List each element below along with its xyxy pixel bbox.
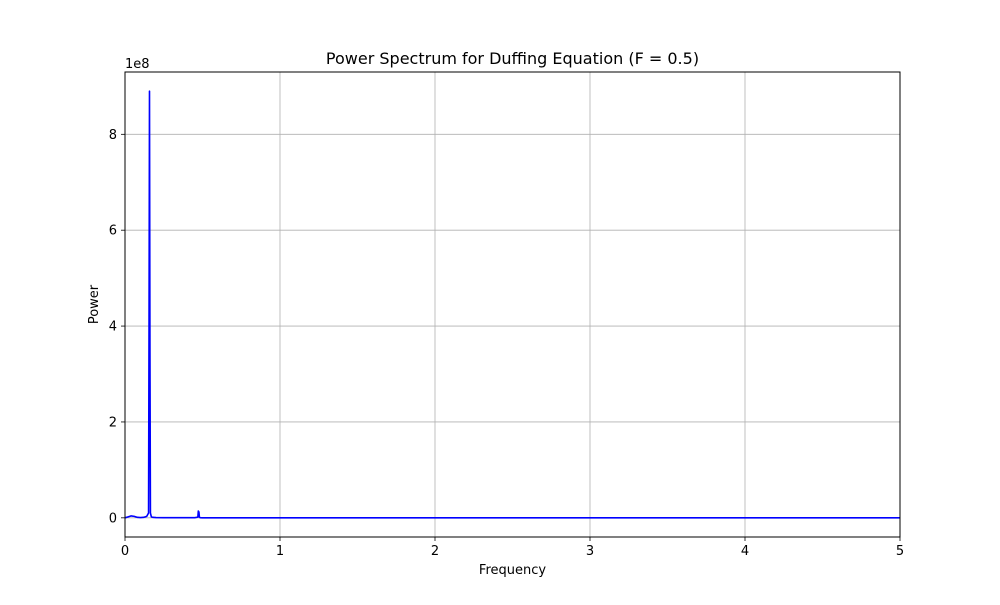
- x-tick-label: 4: [741, 544, 749, 559]
- y-tick-label: 4: [109, 320, 117, 335]
- y-tick-label: 0: [109, 511, 117, 526]
- y-tick-label: 2: [109, 415, 117, 430]
- x-tick-label: 0: [121, 544, 129, 559]
- data-layer: [124, 90, 900, 519]
- y-tick-label: 6: [109, 224, 117, 239]
- x-tick-label: 3: [586, 544, 594, 559]
- chart-title: Power Spectrum for Duffing Equation (F =…: [326, 49, 699, 68]
- series-line-0: [124, 90, 900, 519]
- x-tick-label: 1: [276, 544, 284, 559]
- y-axis-label: Power: [87, 284, 102, 324]
- plot-frame: [124, 71, 901, 538]
- tick-layer: 0 1 2 3 4 5 0 2 4 6 8: [109, 128, 904, 559]
- y-tick-label: 8: [109, 128, 117, 143]
- x-tick-label: 5: [896, 544, 904, 559]
- x-axis-label: Frequency: [479, 563, 546, 578]
- grid-layer: [124, 72, 901, 537]
- y-offset-label: 1e8: [125, 57, 150, 72]
- x-tick-label: 2: [431, 544, 439, 559]
